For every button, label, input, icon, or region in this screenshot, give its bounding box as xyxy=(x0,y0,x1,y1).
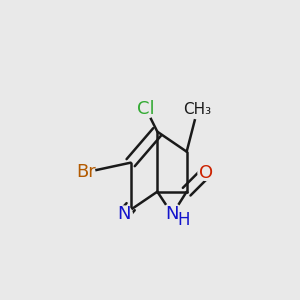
Text: Br: Br xyxy=(76,163,95,181)
Circle shape xyxy=(136,99,156,119)
Circle shape xyxy=(187,98,208,119)
Text: CH₃: CH₃ xyxy=(184,101,212,116)
Text: N: N xyxy=(166,205,179,223)
Circle shape xyxy=(76,162,96,182)
Circle shape xyxy=(161,203,184,226)
Circle shape xyxy=(115,205,133,223)
Circle shape xyxy=(197,164,214,181)
Text: H: H xyxy=(178,211,190,229)
Text: Cl: Cl xyxy=(137,100,155,118)
Text: N: N xyxy=(117,205,131,223)
Text: O: O xyxy=(199,164,213,182)
